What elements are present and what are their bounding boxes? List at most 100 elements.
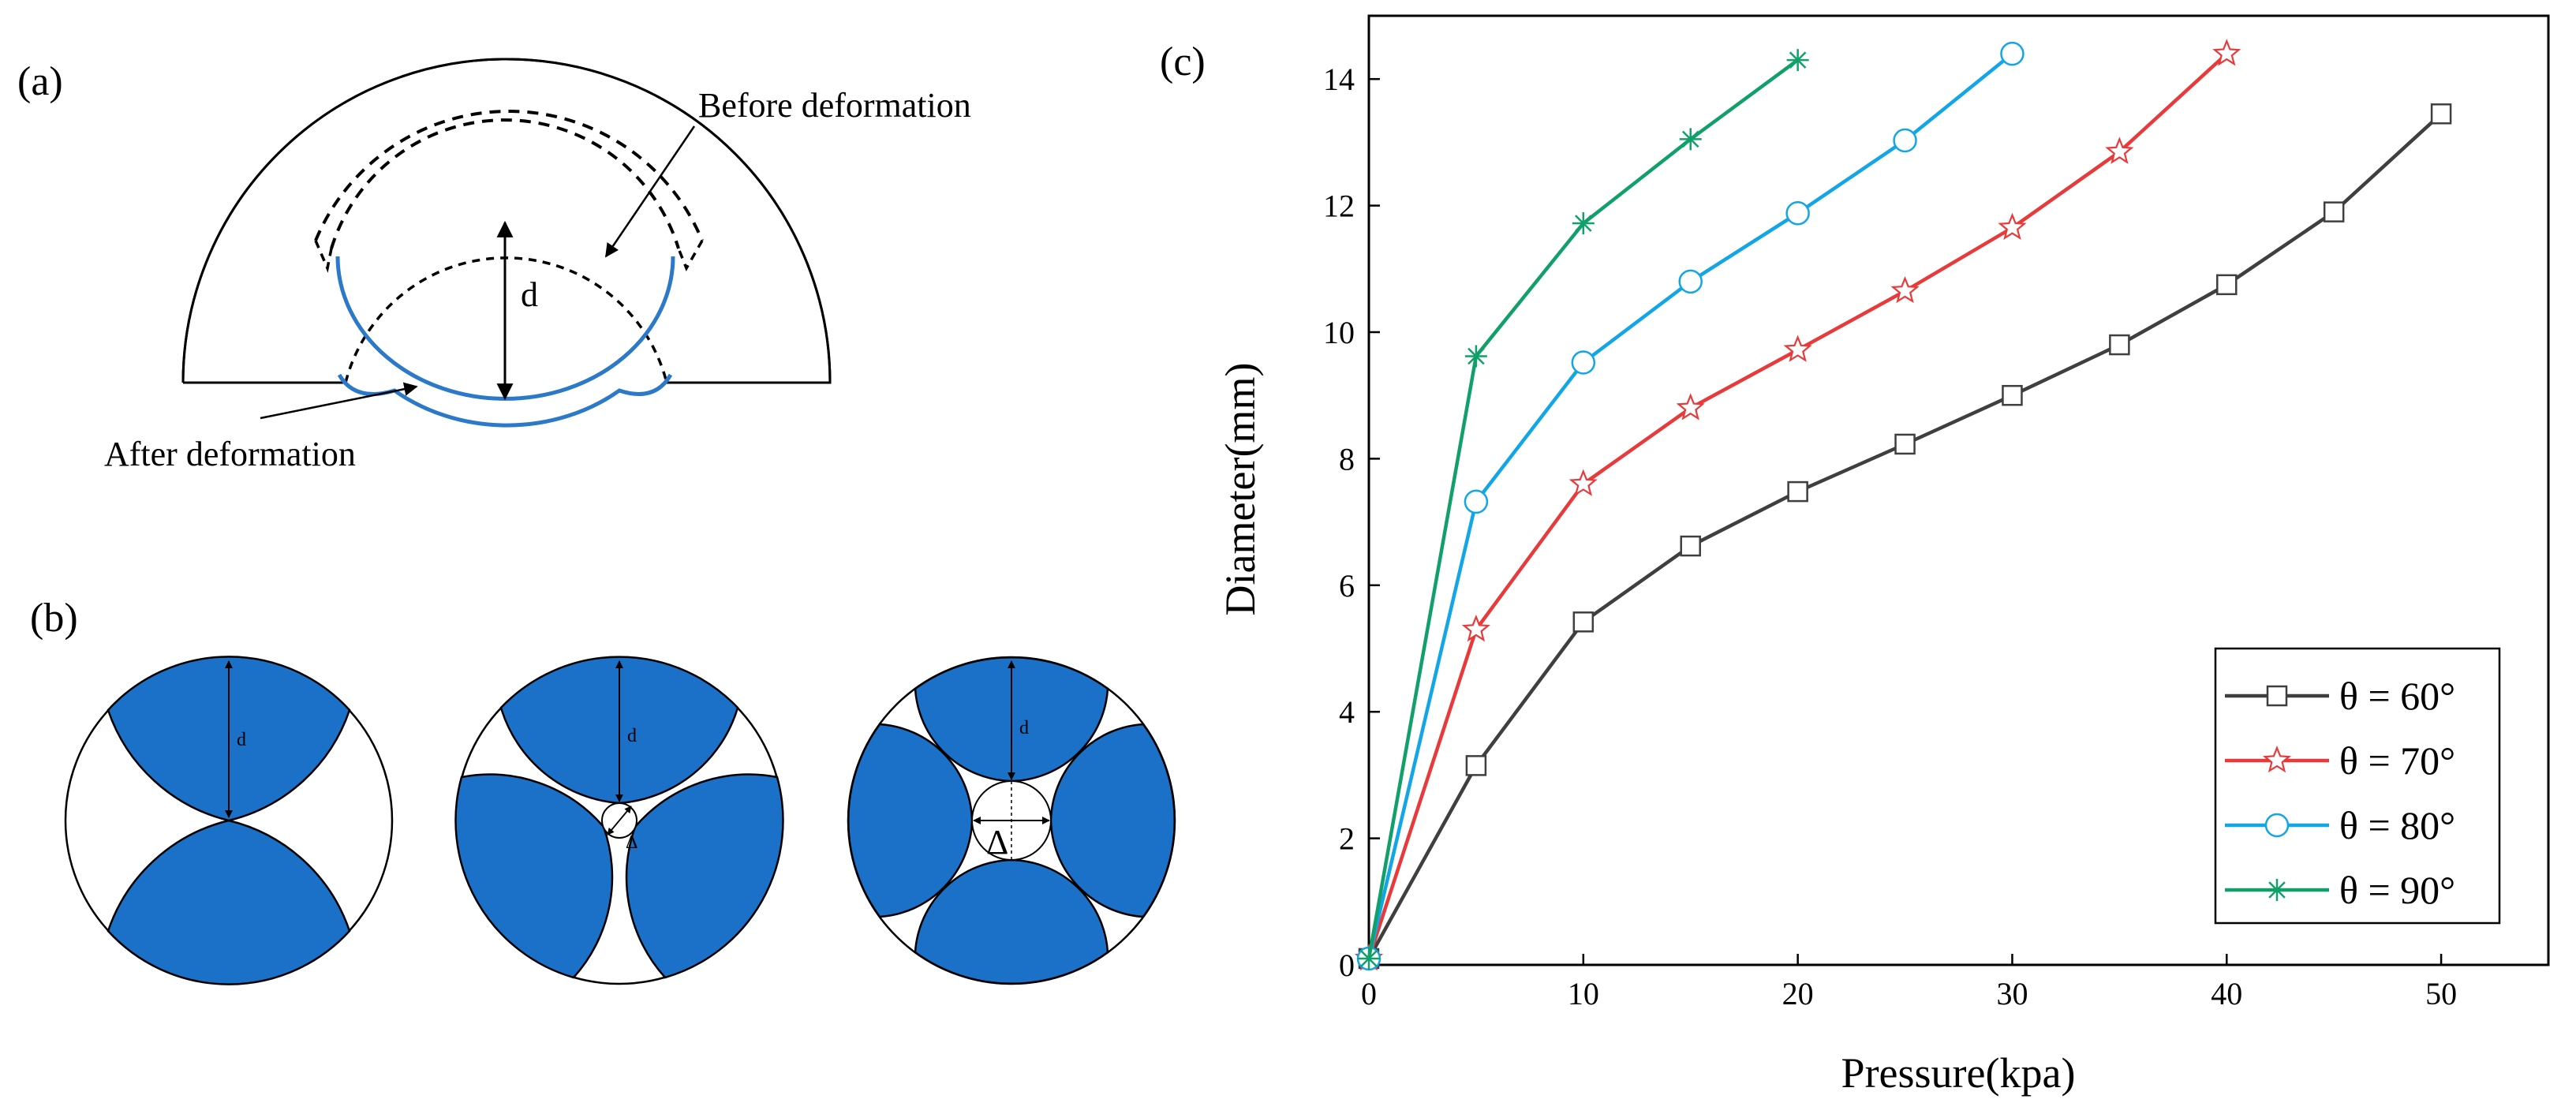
- star-marker: [1676, 393, 1705, 421]
- legend-label-2: θ = 80°: [2339, 803, 2455, 847]
- data-point-0: [1894, 433, 1916, 455]
- y-tick-label: 10: [1323, 315, 1355, 350]
- square-marker: [1465, 755, 1487, 776]
- series-line-1: [1367, 52, 2228, 959]
- data-point-2: [1785, 200, 1810, 226]
- x-tick-label: 30: [1996, 976, 2028, 1011]
- config-two-fingers: d: [64, 656, 394, 985]
- panel-c: (c) 0 10 20 30 40 50 0 2 4 6 8 10 12 14 Pressure(kpa…: [1160, 14, 2550, 1097]
- d-label-3: d: [1019, 718, 1029, 738]
- x-tick-label: 10: [1568, 976, 1599, 1011]
- y-tick-label: 6: [1339, 568, 1355, 604]
- data-point-1: [1676, 393, 1705, 421]
- square-marker: [1680, 535, 1701, 557]
- data-point-2: [2000, 41, 2025, 66]
- data-point-2: [1893, 128, 1917, 153]
- panel-c-label: (c): [1160, 39, 1206, 84]
- asterisk-marker-stroke: [1789, 51, 1807, 69]
- square-marker: [2109, 334, 2130, 356]
- circle-marker: [1571, 350, 1596, 375]
- y-tick-label: 8: [1339, 441, 1355, 477]
- star-marker: [2263, 746, 2291, 773]
- square-marker: [2002, 384, 2023, 406]
- legend-items: θ = 60° θ = 70° θ = 80° θ = 90°: [2225, 674, 2455, 912]
- circle-marker: [2000, 41, 2025, 66]
- circle-marker: [2264, 813, 2290, 838]
- after-deformation-label: After deformation: [104, 435, 356, 473]
- data-point-1: [1568, 469, 1598, 496]
- finger-lower-left: [454, 773, 614, 979]
- dashed-arc-middle: [330, 118, 680, 249]
- asterisk-marker-stroke: [1467, 347, 1485, 365]
- finger-bottom: [914, 858, 1109, 985]
- square-marker: [1572, 611, 1595, 633]
- square-marker: [2216, 274, 2238, 296]
- data-point-3: [1358, 947, 1380, 970]
- circle-marker: [1464, 489, 1489, 514]
- star-marker: [2105, 136, 2134, 164]
- legend-marker-1: [2263, 746, 2291, 773]
- finger-left: [847, 723, 974, 918]
- star-marker: [1568, 469, 1598, 496]
- data-point-0: [2430, 103, 2452, 125]
- before-leader-line: [604, 125, 696, 258]
- star-marker: [1783, 335, 1812, 362]
- delta-label-2: Δ: [626, 832, 637, 853]
- data-point-0: [2323, 201, 2345, 222]
- dashed-bracket-right: [677, 240, 704, 272]
- panel-b: (b) d d Δ: [30, 596, 1176, 985]
- finger-right: [1049, 723, 1176, 918]
- legend-label-1: θ = 70°: [2339, 738, 2455, 783]
- data-point-0: [2216, 274, 2238, 296]
- data-point-1: [2212, 39, 2241, 66]
- panel-a: (a) d Before deformation After deformati…: [17, 58, 971, 473]
- legend-label-0: θ = 60°: [2339, 674, 2455, 718]
- y-tick-label: 2: [1339, 821, 1355, 857]
- x-tick-label: 0: [1361, 976, 1377, 1011]
- after-leader-line: [260, 382, 418, 420]
- data-point-1: [1461, 614, 1490, 642]
- x-tick-label: 40: [2211, 976, 2242, 1011]
- data-point-3: [1572, 212, 1595, 235]
- asterisk-marker-stroke: [2268, 881, 2286, 899]
- y-tick-label: 14: [1323, 62, 1355, 97]
- y-tick-label: 12: [1323, 189, 1355, 224]
- data-point-3: [1786, 49, 1809, 72]
- d-label-2: d: [627, 726, 637, 746]
- finger-bottom: [107, 819, 351, 985]
- data-point-0: [1572, 611, 1595, 633]
- data-point-0: [2109, 334, 2130, 356]
- data-point-0: [1465, 755, 1487, 776]
- finger-lower-right: [625, 773, 784, 979]
- config-four-fingers: d Δ: [847, 656, 1176, 985]
- dashed-bracket-left: [314, 240, 333, 273]
- data-point-2: [1678, 269, 1703, 294]
- square-marker: [2323, 201, 2345, 222]
- data-point-3: [1464, 345, 1487, 368]
- data-point-1: [1890, 275, 1920, 304]
- square-marker: [2430, 103, 2452, 125]
- d-label-1: d: [237, 730, 246, 750]
- square-marker: [1894, 433, 1916, 455]
- legend: θ = 60° θ = 70° θ = 80° θ = 90°: [2214, 647, 2501, 925]
- y-axis-title: Diameter(mm): [1217, 363, 1264, 616]
- panel-a-label: (a): [17, 59, 63, 104]
- before-deformation-label: Before deformation: [698, 86, 971, 125]
- plot-frame: [1367, 14, 2550, 966]
- data-point-2: [1571, 350, 1596, 375]
- asterisk-marker-stroke: [1681, 130, 1699, 148]
- legend-marker-0: [2266, 685, 2288, 707]
- y-tick-label: 0: [1339, 948, 1355, 983]
- d-label: d: [521, 275, 538, 314]
- series-layer: [1354, 39, 2452, 971]
- asterisk-marker-stroke: [1575, 215, 1592, 232]
- square-marker: [1787, 480, 1808, 503]
- star-marker: [1461, 614, 1490, 642]
- star-marker: [1890, 275, 1920, 304]
- square-marker: [2266, 685, 2288, 707]
- config-three-fingers: d Δ: [454, 656, 784, 985]
- delta-arrow-2: [607, 806, 632, 836]
- legend-label-3: θ = 90°: [2339, 868, 2455, 912]
- circle-marker: [1893, 128, 1917, 153]
